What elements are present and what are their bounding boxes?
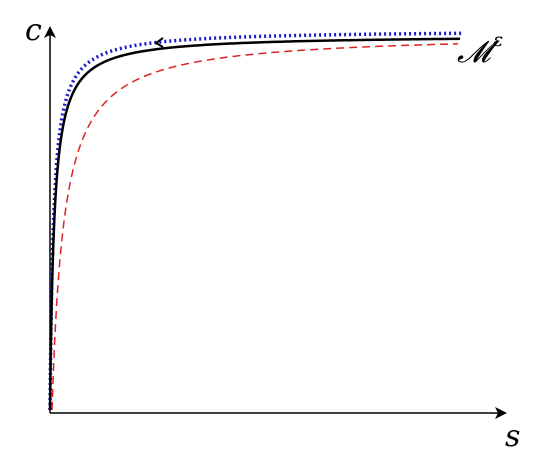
dotted-curve <box>48 31 463 410</box>
flow-direction-arrow <box>154 37 164 48</box>
x-axis-label: s <box>505 419 520 454</box>
dashed-curve <box>51 43 459 410</box>
manifold-curve <box>48 37 461 410</box>
y-axis-label: c <box>25 13 42 48</box>
manifold-label-superscript: ε <box>493 29 503 51</box>
